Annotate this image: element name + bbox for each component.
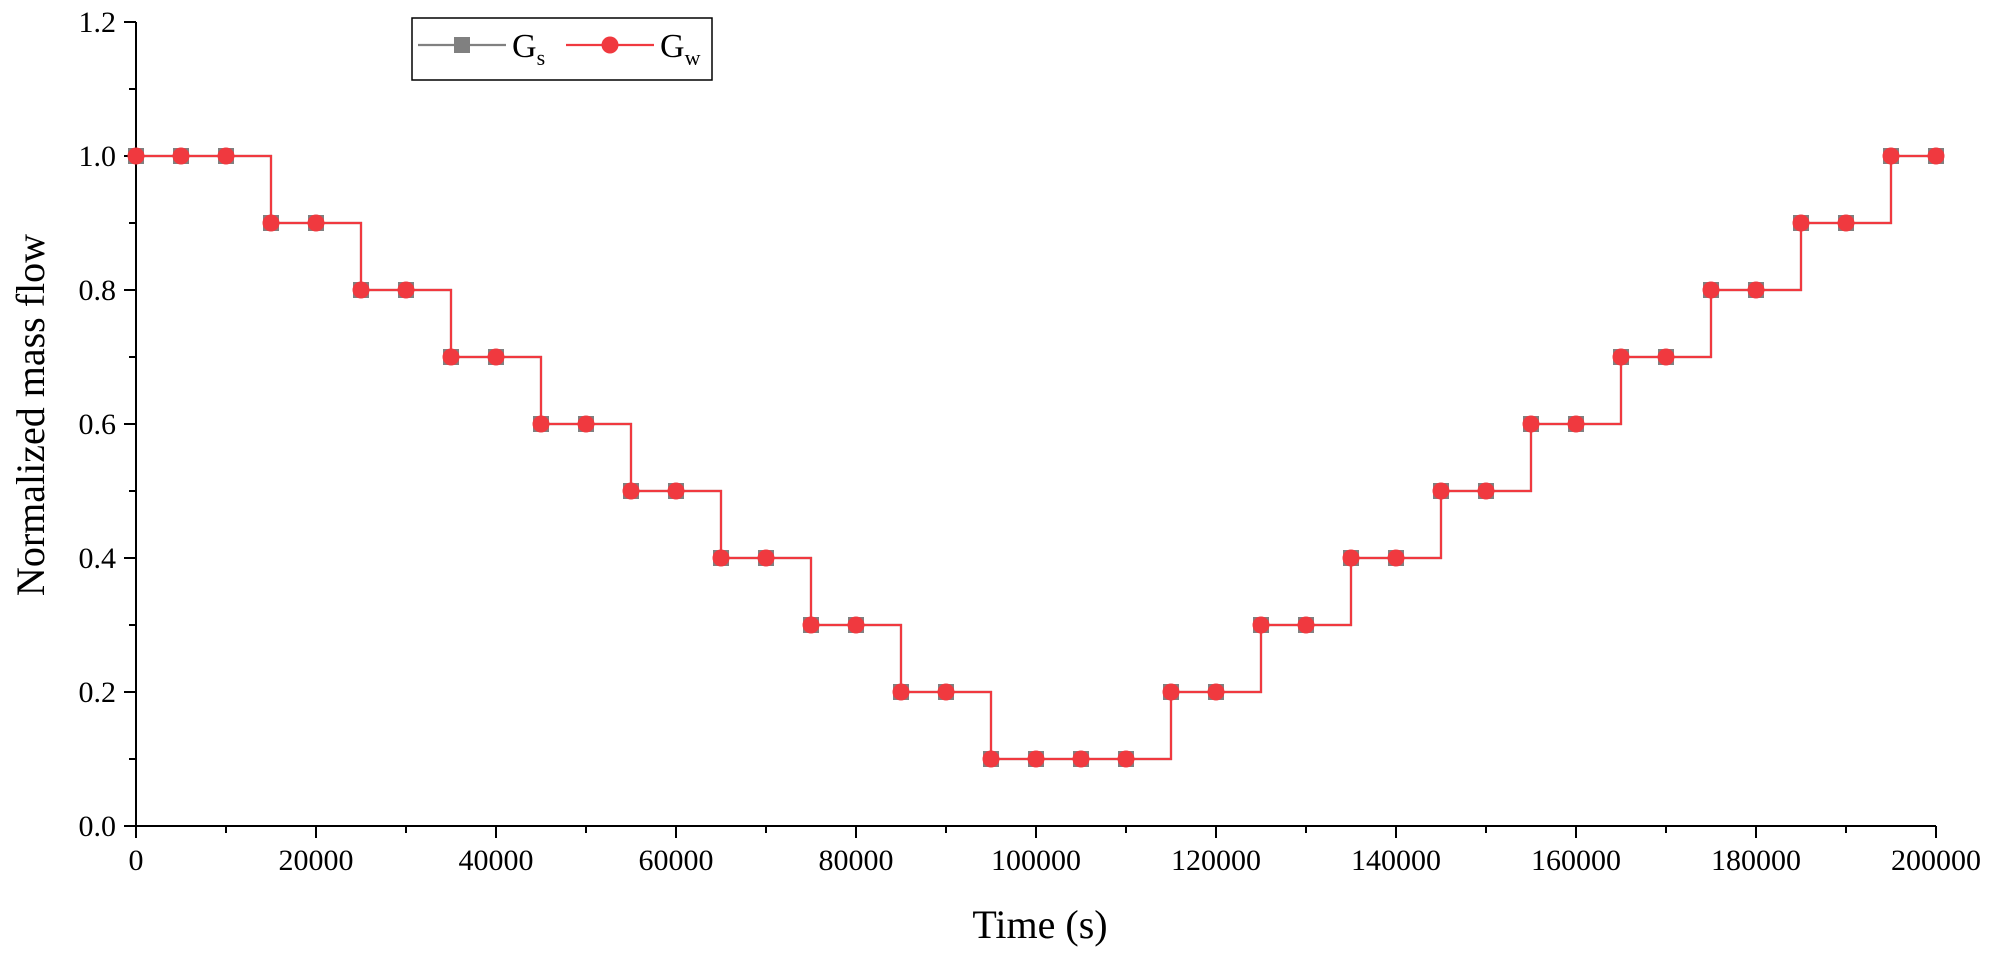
data-point-Gw [937,683,955,701]
data-point-Gw [1657,348,1675,366]
data-point-Gw [712,549,730,567]
x-tick-label: 20000 [279,844,354,877]
y-tick-label: 0.6 [79,408,117,441]
y-axis-title: Normalized mass flow [8,234,53,596]
legend: Gs Gw [411,17,713,81]
data-point-Gw [307,214,325,232]
x-tick-label: 60000 [639,844,714,877]
legend-label-Gs: Gs [512,28,545,70]
axes: 0 20000 40000 60000 80000 100000 120000 140000 1… [79,6,1982,877]
data-point-Gw [1117,750,1135,768]
series-line-Gs [136,154,1936,761]
data-point-Gw [1522,415,1540,433]
data-point-Gw [802,616,820,634]
data-point-Gw [172,147,190,165]
x-tick-label: 140000 [1351,844,1441,877]
y-tick-label: 0.8 [79,274,117,307]
marker-layer [127,147,1945,768]
data-point-Gw [577,415,595,433]
data-point-Gw [1207,683,1225,701]
y-tick-label: 0.2 [79,676,117,709]
data-point-Gw [442,348,460,366]
data-point-Gw [262,214,280,232]
series-layer [136,154,1936,761]
data-point-Gw [532,415,550,433]
data-point-Gw [1612,348,1630,366]
data-point-Gw [622,482,640,500]
data-point-Gw [1477,482,1495,500]
data-point-Gw [1432,482,1450,500]
x-tick-label: 40000 [459,844,534,877]
data-point-Gw [892,683,910,701]
data-point-Gw [1387,549,1405,567]
data-point-Gw [1837,214,1855,232]
x-tick-label: 120000 [1171,844,1261,877]
y-tick-label: 1.2 [79,6,117,39]
data-point-Gw [1072,750,1090,768]
legend-marker-Gs [454,37,470,53]
data-point-Gw [127,147,145,165]
x-tick-label: 80000 [819,844,894,877]
data-point-Gw [847,616,865,634]
data-point-Gw [1927,147,1945,165]
x-tick-label: 160000 [1531,844,1621,877]
x-tick-label: 100000 [991,844,1081,877]
data-point-Gw [1162,683,1180,701]
data-point-Gw [1792,214,1810,232]
x-tick-label: 0 [129,844,144,877]
x-tick-label: 180000 [1711,844,1801,877]
data-point-Gw [1747,281,1765,299]
data-point-Gw [757,549,775,567]
data-point-Gw [982,750,1000,768]
data-point-Gw [1297,616,1315,634]
series-line-Gw [136,154,1936,761]
data-point-Gw [1702,281,1720,299]
data-point-Gw [1252,616,1270,634]
data-point-Gw [217,147,235,165]
x-axis-title: Time (s) [972,902,1107,947]
legend-label-Gw: Gw [660,28,701,70]
data-point-Gw [1342,549,1360,567]
y-tick-label: 1.0 [79,140,117,173]
data-point-Gw [352,281,370,299]
data-point-Gw [397,281,415,299]
data-point-Gw [1882,147,1900,165]
data-point-Gw [667,482,685,500]
y-tick-label: 0.4 [79,542,117,575]
y-tick-label: 0.0 [79,810,117,843]
data-point-Gw [1567,415,1585,433]
legend-marker-Gw [601,36,619,54]
data-point-Gw [1027,750,1045,768]
x-tick-label: 200000 [1891,844,1981,877]
data-point-Gw [487,348,505,366]
